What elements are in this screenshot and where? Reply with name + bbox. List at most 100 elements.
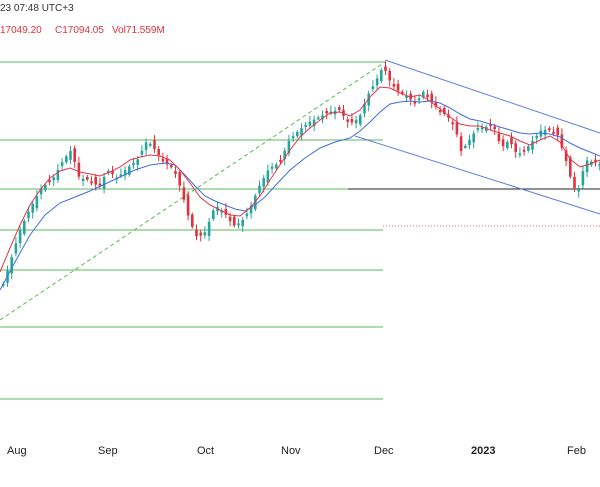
candle-body [165,158,169,165]
candle-body [543,130,547,135]
x-tick-label-5: 2023 [471,445,495,457]
candle-body [65,156,68,163]
x-tick-label-0: Aug [7,445,27,457]
candle-body [468,139,471,146]
candle-body [98,183,102,186]
candle-body [287,140,291,154]
candle-body [128,166,131,175]
volume-value: Vol71.559M [112,25,165,36]
candle-body [396,83,400,91]
candle-body [405,95,408,98]
candle-body [480,127,484,130]
candle-body [317,117,320,120]
candle-body [245,213,249,217]
candle-body [39,188,43,195]
x-tick-label-3: Nov [281,445,301,457]
candle-body [31,203,34,213]
candle-body [476,127,480,130]
candle-body [153,140,156,149]
candle-body [90,181,93,184]
channel-upper [384,59,600,134]
candle-body [224,208,228,215]
candle-body [161,158,165,162]
candle-body [527,146,530,151]
candle-body [174,171,177,175]
candle-body [56,169,60,180]
candle-body [258,185,261,193]
candle-body [73,148,76,162]
candle-body [401,91,404,94]
timestamp-label: 23 07:48 UTC+3 [0,3,74,14]
candle-body [384,66,387,71]
candle-body [430,93,433,103]
candle-body [514,143,517,152]
candle-body [422,92,425,98]
candle-body [178,172,181,186]
candle-body [304,124,307,127]
candle-body [569,157,572,177]
candle-body [464,146,467,148]
candle-body [60,162,64,167]
candle-body [27,211,30,219]
candle-body [119,174,123,177]
ma-slow-line [0,100,600,291]
candle-body [359,115,362,125]
candle-body [308,121,312,126]
candle-body [69,151,72,160]
candle-body [300,128,303,136]
candle-body [455,122,459,135]
candle-body [241,219,244,227]
candle-body [132,163,135,166]
x-tick-label-4: Dec [374,445,394,457]
candle-body [501,139,505,147]
candle-body [254,195,257,210]
candle-body [380,70,383,82]
candle-body [44,184,47,191]
candle-body [438,110,442,113]
candle-body [275,164,278,169]
candle-body [228,216,232,222]
candle-body [212,210,215,220]
candle-body [338,107,341,110]
candle-body [577,188,580,192]
candle-body [363,103,366,114]
candle-body [518,153,522,156]
candle-body [266,170,270,183]
candle-body [233,216,236,226]
candle-body [443,107,446,114]
low-value: 17049.20 [0,25,42,36]
candle-body [136,159,139,165]
candle-body [140,150,144,155]
candle-body [581,171,585,186]
candle-body [451,122,454,125]
close-value: C17094.05 [55,25,104,36]
candle-body [350,119,354,123]
candle-body [506,142,509,148]
candle-body [279,160,282,162]
candle-body [426,94,429,98]
candle-body [367,93,370,106]
candle-body [472,133,475,143]
candle-body [270,166,274,169]
candle-body [556,127,559,136]
candle-body [111,170,114,175]
candle-body [413,101,417,104]
candle-body [489,124,492,127]
candle-body [86,176,89,180]
descending-channel[interactable] [354,59,600,215]
candle-body [375,78,379,86]
candle-body [186,195,190,216]
candle-body [354,119,358,124]
candle-body [510,137,513,145]
candle-body [573,176,576,188]
candle-body [107,170,110,174]
candle-body [170,165,173,168]
candle-body [249,205,253,214]
fib-trend-line [0,61,386,321]
candle-body [195,229,198,237]
candle-body [191,214,194,227]
candle-body [199,232,202,236]
candle-body [312,119,316,127]
candle-body [237,223,240,226]
